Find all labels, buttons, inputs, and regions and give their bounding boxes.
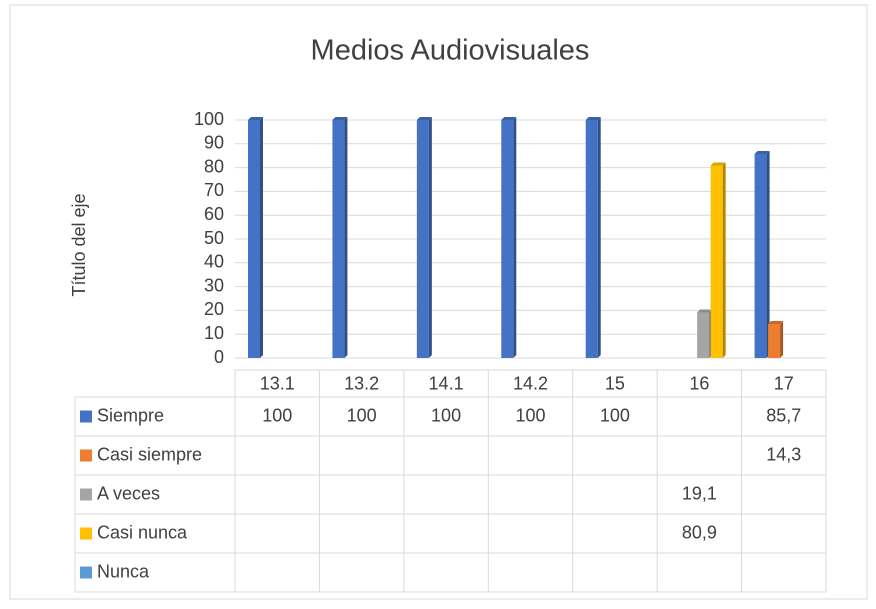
bar-side <box>260 117 263 358</box>
data-label: 100 <box>347 405 377 425</box>
data-label: 100 <box>600 405 630 425</box>
legend-key <box>80 566 92 579</box>
y-tick-label: 30 <box>204 275 224 295</box>
bar-side <box>428 117 432 358</box>
bar-side <box>513 117 517 358</box>
x-tick-label: 14.2 <box>513 373 548 393</box>
data-label: 100 <box>431 405 461 425</box>
bar-top <box>768 320 784 324</box>
bar-top <box>697 309 713 313</box>
bar <box>754 154 767 358</box>
legend-label: A veces <box>97 483 160 503</box>
bar <box>710 165 723 358</box>
legend-key <box>80 488 92 501</box>
y-tick-label: 20 <box>204 299 224 319</box>
y-tick-label: 100 <box>194 109 224 129</box>
data-label: 85,7 <box>766 405 801 425</box>
bar-side <box>597 117 601 358</box>
x-tick-label: 17 <box>774 373 794 393</box>
chart-title: Medios Audiovisuales <box>311 35 590 67</box>
bar <box>248 120 260 358</box>
bar-top <box>710 162 726 166</box>
legend-key <box>80 527 92 540</box>
y-tick-label: 0 <box>214 347 224 367</box>
y-tick-label: 90 <box>204 133 224 153</box>
data-label: 100 <box>262 405 292 425</box>
bar <box>332 120 345 358</box>
y-tick-label: 70 <box>204 180 224 200</box>
x-tick-label: 14.1 <box>429 373 464 393</box>
bar <box>768 323 781 358</box>
bar-side <box>344 117 348 358</box>
legend-label: Nunca <box>97 561 150 581</box>
legend-key <box>80 410 92 423</box>
bar <box>416 120 429 358</box>
chart-border <box>9 4 868 600</box>
bar-top <box>754 151 770 155</box>
bar-side <box>722 162 726 358</box>
data-label: 80,9 <box>682 522 717 542</box>
bar-top <box>416 117 432 120</box>
x-tick-label: 13.2 <box>344 373 379 393</box>
x-tick-label: 16 <box>689 373 709 393</box>
bar-top <box>248 117 263 120</box>
y-axis-title: Título del eje <box>69 193 89 296</box>
bar <box>585 120 598 358</box>
legend-label: Casi siempre <box>97 444 202 464</box>
bar-side <box>780 320 784 358</box>
bar-side <box>766 151 770 358</box>
y-tick-label: 60 <box>204 204 224 224</box>
x-tick-label: 15 <box>605 373 625 393</box>
bar-top <box>585 117 601 120</box>
legend-key <box>80 449 92 462</box>
legend-label: Casi nunca <box>97 522 188 542</box>
y-tick-label: 50 <box>204 228 224 248</box>
data-label: 19,1 <box>682 483 717 503</box>
y-tick-label: 40 <box>204 252 224 272</box>
legend-label: Siempre <box>97 405 164 425</box>
bar-top <box>332 117 348 120</box>
bar-top <box>501 117 517 120</box>
y-tick-label: 80 <box>204 156 224 176</box>
data-label: 14,3 <box>766 444 801 464</box>
bar <box>501 120 514 358</box>
y-tick-label: 10 <box>204 323 224 343</box>
bar <box>697 312 710 358</box>
data-label: 100 <box>515 405 545 425</box>
x-tick-label: 13.1 <box>260 373 295 393</box>
